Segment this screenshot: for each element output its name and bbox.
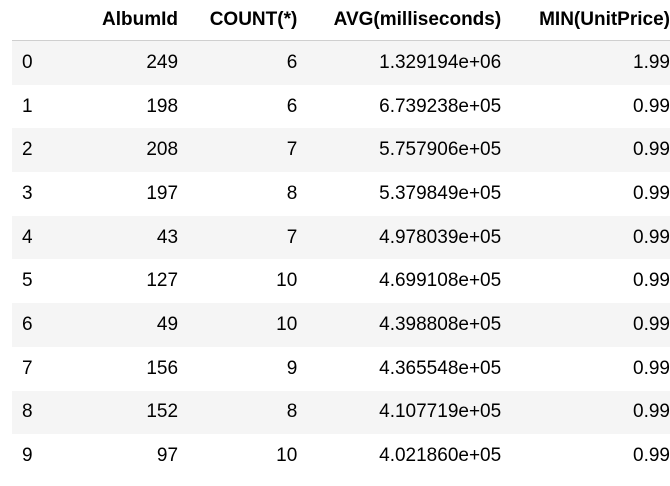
table-row: 5 127 10 4.699108e+05 0.99	[12, 259, 670, 304]
row-index: 2	[12, 128, 53, 173]
table-row: 2 208 7 5.757906e+05 0.99	[12, 128, 670, 173]
cell-min-unitprice: 0.99	[501, 434, 670, 478]
table-row: 8 152 8 4.107719e+05 0.99	[12, 390, 670, 435]
header-row: AlbumId COUNT(*) AVG(milliseconds) MIN(U…	[12, 0, 670, 41]
cell-albumid: 152	[52, 390, 179, 435]
cell-count: 10	[178, 259, 298, 304]
cell-min-unitprice: 0.99	[501, 215, 670, 260]
cell-albumid: 49	[52, 303, 179, 347]
cell-count: 10	[178, 303, 298, 347]
cell-albumid: 208	[52, 128, 179, 173]
cell-count: 9	[178, 346, 298, 391]
index-column-header	[12, 0, 53, 41]
cell-min-unitprice: 0.99	[501, 259, 670, 304]
table-row: 0 249 6 1.329194e+06 1.99	[12, 40, 670, 85]
row-index: 7	[12, 346, 53, 391]
row-index: 1	[12, 84, 53, 129]
cell-count: 6	[178, 40, 298, 85]
cell-min-unitprice: 0.99	[501, 84, 670, 129]
cell-count: 8	[178, 172, 298, 216]
row-index: 0	[12, 40, 53, 85]
cell-avg-milliseconds: 5.757906e+05	[297, 128, 502, 173]
table-row: 4 43 7 4.978039e+05 0.99	[12, 215, 670, 260]
cell-min-unitprice: 0.99	[501, 128, 670, 173]
column-header-avg-milliseconds: AVG(milliseconds)	[297, 0, 502, 41]
cell-avg-milliseconds: 4.107719e+05	[297, 390, 502, 435]
cell-avg-milliseconds: 4.398808e+05	[297, 303, 502, 347]
cell-albumid: 249	[52, 40, 179, 85]
cell-min-unitprice: 0.99	[501, 390, 670, 435]
table-body: 0 249 6 1.329194e+06 1.99 1 198 6 6.7392…	[12, 40, 670, 478]
cell-avg-milliseconds: 4.978039e+05	[297, 215, 502, 260]
cell-avg-milliseconds: 4.021860e+05	[297, 434, 502, 478]
cell-albumid: 43	[52, 215, 179, 260]
cell-avg-milliseconds: 4.365548e+05	[297, 346, 502, 391]
cell-min-unitprice: 0.99	[501, 303, 670, 347]
table-row: 1 198 6 6.739238e+05 0.99	[12, 84, 670, 129]
cell-albumid: 156	[52, 346, 179, 391]
cell-min-unitprice: 0.99	[501, 172, 670, 216]
row-index: 9	[12, 434, 53, 478]
cell-albumid: 97	[52, 434, 179, 478]
row-index: 3	[12, 172, 53, 216]
dataframe-table: AlbumId COUNT(*) AVG(milliseconds) MIN(U…	[12, 0, 670, 478]
cell-count: 10	[178, 434, 298, 478]
cell-avg-milliseconds: 1.329194e+06	[297, 40, 502, 85]
row-index: 4	[12, 215, 53, 260]
cell-avg-milliseconds: 5.379849e+05	[297, 172, 502, 216]
cell-albumid: 198	[52, 84, 179, 129]
cell-albumid: 127	[52, 259, 179, 304]
cell-albumid: 197	[52, 172, 179, 216]
table-row: 7 156 9 4.365548e+05 0.99	[12, 346, 670, 391]
cell-count: 6	[178, 84, 298, 129]
row-index: 5	[12, 259, 53, 304]
row-index: 6	[12, 303, 53, 347]
table-row: 9 97 10 4.021860e+05 0.99	[12, 434, 670, 478]
cell-min-unitprice: 1.99	[501, 40, 670, 85]
cell-min-unitprice: 0.99	[501, 346, 670, 391]
column-header-min-unitprice: MIN(UnitPrice)	[501, 0, 670, 41]
cell-count: 7	[178, 215, 298, 260]
table-row: 6 49 10 4.398808e+05 0.99	[12, 303, 670, 347]
table-header: AlbumId COUNT(*) AVG(milliseconds) MIN(U…	[12, 0, 670, 41]
cell-avg-milliseconds: 6.739238e+05	[297, 84, 502, 129]
table-row: 3 197 8 5.379849e+05 0.99	[12, 172, 670, 216]
column-header-albumid: AlbumId	[52, 0, 179, 41]
cell-count: 7	[178, 128, 298, 173]
column-header-count: COUNT(*)	[178, 0, 298, 41]
cell-count: 8	[178, 390, 298, 435]
cell-avg-milliseconds: 4.699108e+05	[297, 259, 502, 304]
row-index: 8	[12, 390, 53, 435]
